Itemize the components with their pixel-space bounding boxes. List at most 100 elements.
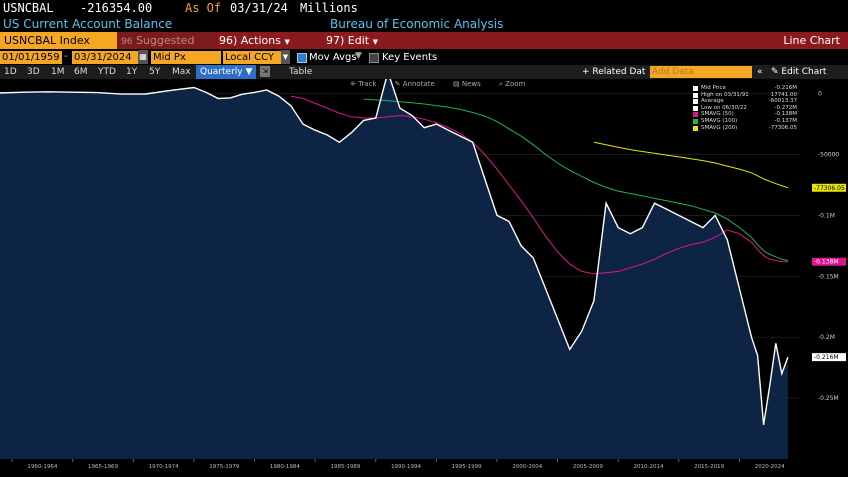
add-data-input[interactable]: Add Data [650, 66, 752, 78]
suggested-icon: 96 [121, 37, 133, 47]
zoom-tool[interactable]: ⌕ Zoom [499, 80, 526, 88]
y-tick-label: -50000 [818, 152, 839, 159]
news-tool[interactable]: ▤ News [453, 80, 481, 88]
legend-swatch [693, 118, 698, 124]
edit-chart-label: Edit Chart [781, 67, 827, 77]
mov-avgs-checkbox[interactable] [297, 53, 307, 63]
period-max[interactable]: Max [172, 67, 191, 77]
x-tick-label: 2000-2004 [512, 464, 542, 470]
x-tick-label: 2010-2014 [633, 464, 663, 470]
period-6m[interactable]: 6M [74, 67, 88, 77]
legend-value: -60013.37 [768, 98, 797, 105]
price-area [0, 72, 788, 459]
legend-swatch [693, 92, 698, 98]
currency-dropdown-icon[interactable]: ▼ [281, 50, 290, 64]
legend-name: High on 03/31/91 [701, 91, 749, 98]
period-ytd[interactable]: YTD [98, 67, 116, 77]
series-line-smavg-100- [363, 98, 788, 261]
edit-chart-button[interactable]: ✎ Edit Chart [771, 65, 826, 79]
currency-selector[interactable]: Local CCY [223, 51, 281, 64]
legend-swatch [693, 112, 698, 118]
axis-value-tag [812, 257, 846, 266]
legend-name: SMAVG (50) [701, 111, 734, 118]
legend-value: -0.138M [774, 111, 797, 118]
header-row-1: USNCBAL -216354.00 As Of 03/31/24 Millio… [0, 0, 848, 16]
line-chart[interactable]: 0-50000-0.1M-0.15M-0.2M-0.25M-77306.05-0… [0, 69, 848, 473]
legend-item: SMAVG (50) -0.138M [693, 111, 797, 118]
x-tick-label: 1980-1984 [270, 464, 300, 470]
axis-value-tag-label: -0.138M [814, 259, 839, 266]
chevron-down-icon[interactable]: ▼ [355, 51, 362, 61]
x-tick-label: 1990-1994 [391, 464, 421, 470]
legend-item: High on 03/31/91 17741.00 [693, 92, 797, 99]
actions-number: 96) [219, 34, 238, 47]
security-field[interactable]: USNCBAL Index [0, 32, 120, 49]
collapse-icon[interactable]: « [757, 67, 763, 77]
axis-value-tag-label: -0.216M [814, 354, 839, 361]
chart-legend: Mid Price -0.216M High on 03/31/91 17741.00… [693, 85, 797, 131]
as-of-date: 03/31/24 [230, 1, 288, 15]
last-value: -216354.00 [80, 1, 153, 15]
legend-value: -0.216M [774, 85, 797, 91]
axis-value-tag-label: -77306.05 [814, 185, 845, 192]
legend-item: Mid Price -0.216M [693, 85, 797, 92]
calendar-icon[interactable]: ▦ [138, 50, 148, 64]
field-selector[interactable]: Mid Px [151, 51, 221, 64]
x-tick-label: 1995-1999 [452, 464, 482, 470]
zoom-label: Zoom [505, 80, 526, 88]
chevron-down-icon: ▼ [372, 38, 378, 46]
start-date-field[interactable]: 01/01/1959 [0, 51, 62, 64]
period-5y[interactable]: 5Y [149, 67, 161, 77]
legend-value: -0.137M [774, 117, 797, 124]
period-1y[interactable]: 1Y [126, 67, 138, 77]
legend-item: SMAVG (100) -0.137M [693, 118, 797, 125]
x-tick-label: 1960-1964 [27, 464, 57, 470]
x-tick-label: 2015-2019 [694, 464, 724, 470]
end-date-field[interactable]: 03/31/2024 [72, 51, 138, 64]
track-tool[interactable]: ⁜ Track [350, 80, 377, 88]
series-line-mid-price [0, 69, 789, 426]
legend-swatch [693, 125, 698, 131]
x-tick-label: 1965-1969 [88, 464, 118, 470]
annotate-tool[interactable]: ✎ Annotate [394, 80, 435, 88]
table-button[interactable]: Table [289, 67, 313, 77]
legend-name: SMAVG (100) [701, 117, 738, 124]
description-label: US Current Account Balance [3, 17, 173, 31]
chevron-down-icon: ▼ [284, 38, 290, 46]
command-bar: USNCBAL Index 96 Suggested Charts 96) Ac… [0, 32, 848, 66]
legend-swatch [693, 99, 698, 105]
crop-icon[interactable]: ⇲ [260, 66, 270, 77]
axis-value-tag [812, 183, 846, 192]
edit-label: Edit [347, 34, 370, 47]
actions-label: Actions [240, 34, 281, 47]
legend-value: 17741.00 [770, 91, 797, 98]
period-3d[interactable]: 3D [27, 67, 40, 77]
x-tick-label: 2020-2024 [755, 464, 785, 470]
legend-name: Mid Price [701, 85, 726, 91]
legend-item: Average -60013.37 [693, 98, 797, 105]
y-tick-label: -0.2M [818, 334, 835, 341]
chart-type-label[interactable]: Line Chart [783, 34, 840, 47]
date-separator: - [64, 51, 68, 62]
related-data-button[interactable]: + Related Dat [582, 67, 646, 77]
legend-name: Low on 06/30/22 [701, 104, 747, 111]
pencil-icon: ✎ [771, 67, 779, 77]
series-line-smavg-200- [593, 141, 789, 189]
axis-value-tag [812, 353, 846, 362]
units-label: Millions [300, 1, 358, 15]
annotate-label: Annotate [402, 80, 435, 88]
track-label: Track [358, 80, 377, 88]
actions-menu[interactable]: 96) Actions ▼ [215, 32, 325, 49]
y-tick-label: 0 [818, 91, 822, 98]
chart-area[interactable]: 0 -50000 -0.1M -0.15M -0.2M -0.25M -77306.05 -0… [0, 69, 848, 473]
y-tick-label: -0.15M [818, 273, 839, 280]
legend-swatch [693, 105, 698, 111]
as-of-label: As Of [185, 1, 222, 15]
suggested-charts-button[interactable]: 96 Suggested Charts [117, 32, 217, 66]
period-1d[interactable]: 1D [4, 67, 17, 77]
frequency-selector[interactable]: Quarterly ▼ [196, 65, 257, 79]
edit-menu[interactable]: 97) Edit ▼ [322, 32, 382, 49]
key-events-checkbox[interactable] [369, 53, 379, 63]
period-1m[interactable]: 1M [51, 67, 65, 77]
x-tick-label: 1970-1974 [149, 464, 179, 470]
